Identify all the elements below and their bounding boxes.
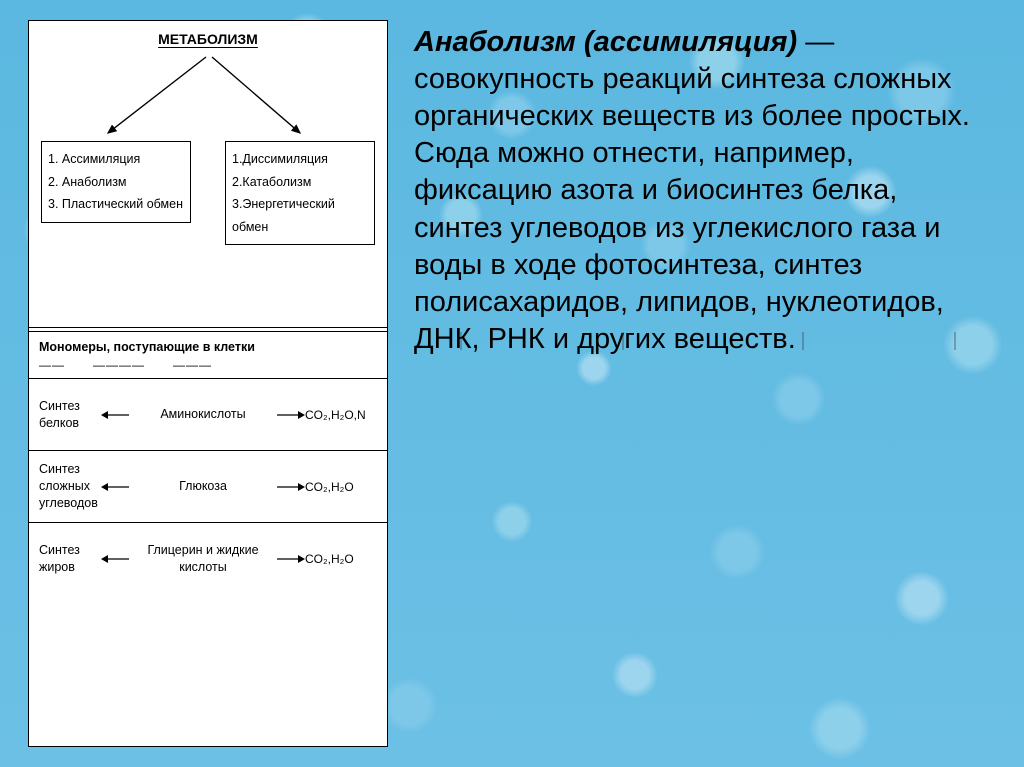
- reaction-product: Синтезбелков: [39, 398, 101, 432]
- arrow-right-icon: [275, 482, 305, 492]
- dash: ——: [39, 358, 65, 372]
- branch-arrows: [37, 53, 379, 143]
- reaction-row: Синтезбелков Аминокислоты CO₂,H₂O,N: [29, 378, 387, 450]
- left-branch-box: 1. Ассимиляция 2. Анаболизм 3. Пластичес…: [41, 141, 191, 223]
- reaction-row: Синтезсложныхуглеводов Глюкоза CO₂,H₂O: [29, 450, 387, 522]
- metabolism-diagram: МЕТАБОЛИЗМ 1. Ассимиляция 2. Анаболизм 3…: [28, 20, 388, 747]
- reaction-product: Синтезжиров: [39, 542, 101, 576]
- reaction-output: CO₂,H₂O: [305, 480, 377, 494]
- branch-item: 2. Анаболизм: [48, 171, 184, 194]
- reaction-row: Синтезжиров Глицерин и жидкие кислоты CO…: [29, 522, 387, 594]
- diagram-branching: МЕТАБОЛИЗМ 1. Ассимиляция 2. Анаболизм 3…: [37, 31, 379, 261]
- diagram-title: МЕТАБОЛИЗМ: [37, 31, 379, 47]
- paragraph-body: — совокупность реакций синтеза сложных о…: [414, 26, 970, 355]
- blank-dashes: —— ———— ———: [37, 358, 379, 378]
- arrow-left-icon: [101, 554, 131, 564]
- branch-item: 2.Катаболизм: [232, 171, 368, 194]
- text-column: Анаболизм (ассимиляция) — совокупность р…: [388, 20, 996, 747]
- separator: [29, 327, 387, 328]
- branch-item: 1.Диссимиляция: [232, 148, 368, 171]
- branch-item: 3. Пластический обмен: [48, 193, 184, 216]
- monomers-header: Мономеры, поступающие в клетки: [37, 332, 379, 358]
- arrow-left-icon: [101, 410, 131, 420]
- reaction-product: Синтезсложныхуглеводов: [39, 461, 101, 512]
- reaction-output: CO₂,H₂O: [305, 552, 377, 566]
- arrow-right-icon: [275, 410, 305, 420]
- dash: ———: [173, 358, 212, 372]
- reactions-list: Синтезбелков Аминокислоты CO₂,H₂O,N Синт…: [37, 378, 379, 594]
- branch-item: 1. Ассимиляция: [48, 148, 184, 171]
- paragraph-title: Анаболизм (ассимиляция): [414, 26, 797, 58]
- reaction-substrate: Аминокислоты: [156, 406, 249, 422]
- branch-item: 3.Энергетический обмен: [232, 193, 368, 238]
- right-branch-box: 1.Диссимиляция 2.Катаболизм 3.Энергетиче…: [225, 141, 375, 245]
- dash: ————: [93, 358, 145, 372]
- arrow-left-icon: [101, 482, 131, 492]
- reaction-substrate: Глюкоза: [175, 478, 231, 494]
- arrow-right-icon: [275, 554, 305, 564]
- slide-content: МЕТАБОЛИЗМ 1. Ассимиляция 2. Анаболизм 3…: [0, 0, 1024, 767]
- reaction-substrate: Глицерин и жидкие кислоты: [131, 542, 275, 575]
- reaction-output: CO₂,H₂O,N: [305, 408, 377, 422]
